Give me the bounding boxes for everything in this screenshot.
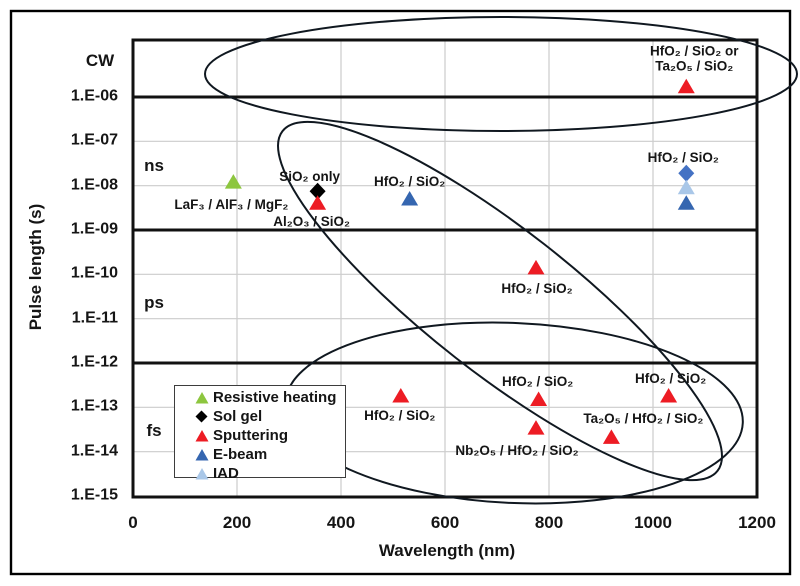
data-point-resistive bbox=[224, 174, 242, 189]
legend-marker-diamond-icon bbox=[195, 410, 208, 422]
data-point-sputtering bbox=[602, 429, 620, 444]
data-point-iad bbox=[677, 179, 695, 195]
legend-marker-triangle-icon bbox=[195, 429, 209, 441]
annotation-ellipse-fs-group bbox=[284, 321, 744, 505]
data-point-ebeam_diamond bbox=[678, 164, 695, 182]
legend-item-iad: IAD bbox=[175, 464, 345, 483]
legend-item-sputtering: Sputtering bbox=[175, 426, 345, 445]
legend-item-label: Sol gel bbox=[213, 408, 263, 425]
figure-border bbox=[9, 9, 792, 576]
data-point-sputtering bbox=[527, 420, 545, 435]
legend-item-ebeam: E-beam bbox=[175, 445, 345, 464]
data-point-ebeam bbox=[677, 195, 695, 210]
data-point-solgel bbox=[309, 182, 326, 200]
data-point-sputtering bbox=[392, 388, 410, 403]
legend-item-resistive: Resistive heating bbox=[175, 388, 345, 407]
legend-item-label: IAD bbox=[213, 465, 239, 482]
data-point-sputtering bbox=[527, 259, 545, 275]
data-point-sputtering bbox=[309, 195, 327, 210]
data-point-sputtering bbox=[660, 388, 678, 403]
legend-item-label: Sputtering bbox=[213, 427, 288, 444]
legend-box: Resistive heating Sol gel Sputtering E-beam… bbox=[174, 385, 346, 482]
annotation-ellipse-diagonal-group bbox=[277, 120, 723, 482]
data-point-sputtering bbox=[677, 78, 695, 94]
legend-marker-triangle-icon bbox=[195, 391, 209, 403]
data-point-ebeam bbox=[401, 191, 419, 206]
legend-item-label: E-beam bbox=[213, 446, 268, 463]
legend-item-solgel: Sol gel bbox=[175, 407, 345, 426]
legend-marker-triangle-icon bbox=[195, 448, 209, 460]
data-point-sputtering bbox=[530, 391, 548, 407]
legend-item-label: Resistive heating bbox=[213, 389, 337, 406]
legend-marker-triangle-icon bbox=[195, 467, 209, 479]
annotation-ellipse-cw-group bbox=[204, 16, 798, 132]
